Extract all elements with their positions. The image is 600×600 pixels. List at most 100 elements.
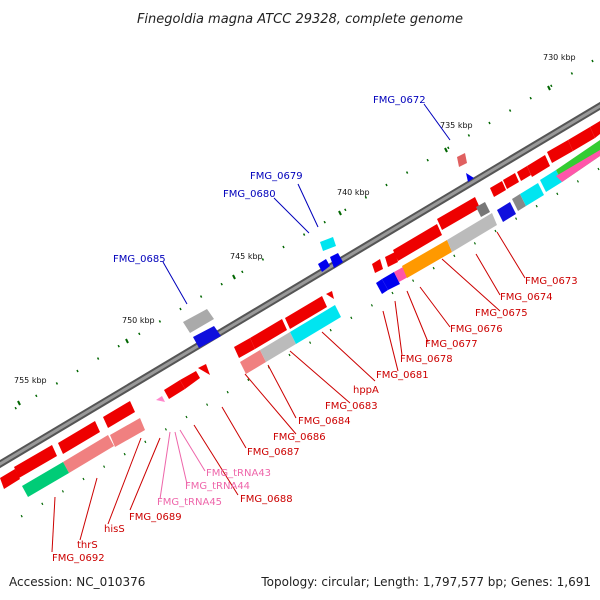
label-hiss[interactable]: hisS <box>104 524 125 535</box>
feature-fmg-0679[interactable] <box>320 237 336 251</box>
scale-minor-tick <box>117 344 120 348</box>
scale-minor-tick <box>241 270 244 274</box>
scale-inner-tick <box>61 490 64 493</box>
scale-labels: 730 kbp 735 kbp 740 kbp 745 kbp 750 kbp … <box>14 53 576 385</box>
scale-minor-tick <box>323 220 326 224</box>
label-fmg-0686[interactable]: FMG_0686 <box>273 432 326 443</box>
feature-fmg-0680-a[interactable] <box>318 259 330 272</box>
scale-inner-tick <box>576 180 579 183</box>
scale-minor-tick <box>426 158 429 162</box>
scale-major-tick <box>232 274 236 280</box>
label-fmg-0687[interactable]: FMG_0687 <box>247 447 300 458</box>
label-thrs[interactable]: thrS <box>77 540 98 551</box>
feature-fmg-0685-grey[interactable] <box>183 309 214 333</box>
scale-inner-tick <box>535 204 538 208</box>
scale-major-tick <box>547 85 551 91</box>
scale-label-735: 735 kbp <box>440 121 473 130</box>
scale-minor-tick <box>158 320 162 323</box>
scale-inner-tick <box>288 353 291 357</box>
scale-inner-tick <box>226 390 229 394</box>
scale-minor-tick <box>467 134 471 137</box>
scale-minor-tick <box>591 59 594 63</box>
map-title: Finegoldia magna ATCC 29328, complete ge… <box>137 12 463 27</box>
lower-labels: FMG_0673 FMG_0674 FMG_0675 FMG_0676 FMG_… <box>52 276 578 564</box>
scale-minor-tick <box>344 208 347 212</box>
scale-inner-tick <box>432 266 435 270</box>
lower-strand-cds <box>0 121 600 489</box>
upper-leader-lines <box>162 103 451 305</box>
label-fmg-0678[interactable]: FMG_0678 <box>400 354 453 365</box>
scale-major-tick <box>338 210 342 216</box>
trna-leader-lines <box>159 429 206 500</box>
label-fmg-0675[interactable]: FMG_0675 <box>475 308 528 319</box>
label-fmg-0679[interactable]: FMG_0679 <box>250 171 303 182</box>
scale-inner-tick <box>206 403 209 406</box>
label-fmg-0685[interactable]: FMG_0685 <box>113 254 166 265</box>
scale-minor-tick <box>96 357 100 360</box>
label-fmg-0684[interactable]: FMG_0684 <box>298 416 351 427</box>
label-fmg-0676[interactable]: FMG_0676 <box>450 324 503 335</box>
scale-minor-tick <box>76 369 79 373</box>
scale-minor-tick <box>529 96 532 100</box>
scale-inner-tick <box>391 291 394 295</box>
feature-fmg-0672-arrow[interactable] <box>466 173 474 182</box>
feature-fmg-0672[interactable] <box>457 153 467 167</box>
scale-minor-tick <box>282 245 285 249</box>
upper-strand-features <box>183 153 474 348</box>
label-fmg-0692[interactable]: FMG_0692 <box>52 553 105 564</box>
scale-inner-tick <box>41 502 44 506</box>
scale-inner-tick <box>309 341 312 344</box>
scale-inner-tick <box>20 514 23 518</box>
scale-minor-tick <box>302 233 306 236</box>
label-fmg-0689[interactable]: FMG_0689 <box>129 512 182 523</box>
scale-minor-tick <box>385 183 388 187</box>
scale-inner-tick <box>494 229 497 233</box>
scale-inner-tick <box>515 217 518 220</box>
scale-label-745: 745 kbp <box>230 252 263 261</box>
lower-strand-row2 <box>22 140 600 497</box>
upper-labels: FMG_0672 FMG_0679 FMG_0680 FMG_0685 <box>113 95 426 265</box>
label-fmg-0674[interactable]: FMG_0674 <box>500 292 553 303</box>
scale-minor-tick <box>55 382 59 385</box>
scale-inner-tick <box>453 254 456 258</box>
scale-minor-tick <box>199 295 203 298</box>
scale-minor-tick <box>570 72 574 75</box>
label-fmg-trna43[interactable]: FMG_tRNA43 <box>206 468 271 479</box>
scale-inner-tick <box>556 192 559 196</box>
label-fmg-0672[interactable]: FMG_0672 <box>373 95 426 106</box>
scale-major-tick <box>444 147 448 153</box>
scale-inner-tick <box>329 328 332 332</box>
scale-ruler <box>14 59 600 518</box>
label-fmg-0681[interactable]: FMG_0681 <box>376 370 429 381</box>
feature-fmg-0680-b[interactable] <box>330 253 343 268</box>
label-fmg-0688[interactable]: FMG_0688 <box>240 494 293 505</box>
label-fmg-0677[interactable]: FMG_0677 <box>425 339 478 350</box>
scale-minor-tick <box>488 121 491 125</box>
topology-text: Topology: circular; Length: 1,797,577 bp… <box>260 575 591 589</box>
scale-inner-tick <box>185 415 188 419</box>
scale-minor-tick <box>179 307 182 311</box>
scale-inner-tick <box>597 167 600 171</box>
label-fmg-0683[interactable]: FMG_0683 <box>325 401 378 412</box>
label-fmg-0673[interactable]: FMG_0673 <box>525 276 578 287</box>
scale-inner-tick <box>350 316 353 320</box>
scale-inner-tick <box>247 378 250 382</box>
scale-inner-tick <box>144 440 147 444</box>
scale-major-tick <box>17 400 21 406</box>
label-hppa[interactable]: hppA <box>353 385 379 396</box>
label-fmg-trna45[interactable]: FMG_tRNA45 <box>157 497 222 508</box>
scale-inner-tick <box>82 477 85 481</box>
scale-inner-tick <box>412 279 415 282</box>
feature-fmg-0685[interactable] <box>193 326 221 348</box>
scale-label-750: 750 kbp <box>122 316 155 325</box>
scale-minor-tick <box>405 171 409 174</box>
scale-inner-tick <box>123 452 126 456</box>
scale-label-730: 730 kbp <box>543 53 576 62</box>
label-fmg-trna44[interactable]: FMG_tRNA44 <box>185 481 250 492</box>
accession-text: Accession: NC_010376 <box>9 575 145 589</box>
scale-minor-tick <box>447 146 450 150</box>
label-fmg-0680[interactable]: FMG_0680 <box>223 189 276 200</box>
scale-label-740: 740 kbp <box>337 188 370 197</box>
